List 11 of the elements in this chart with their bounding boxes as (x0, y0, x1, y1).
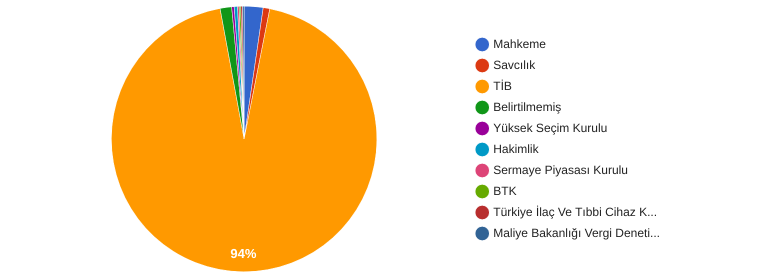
legend-label: TİB (493, 78, 512, 93)
legend-label: Belirtilmemiş (493, 100, 562, 114)
legend-label: Yüksek Seçim Kurulu (493, 120, 608, 135)
legend-label: Sermaye Piyasası Kurulu (493, 162, 628, 177)
legend-label: BTK (493, 184, 517, 198)
legend-label: Maliye Bakanlığı Vergi Deneti... (493, 226, 660, 240)
legend-label: Savcılık (493, 58, 536, 72)
legend-label: Türkiye İlaç Ve Tıbbi Cihaz K... (493, 204, 658, 219)
data-label: 94% (230, 246, 257, 262)
legend-label: Hakimlik (493, 142, 540, 156)
legend-label: Mahkeme (493, 36, 546, 51)
